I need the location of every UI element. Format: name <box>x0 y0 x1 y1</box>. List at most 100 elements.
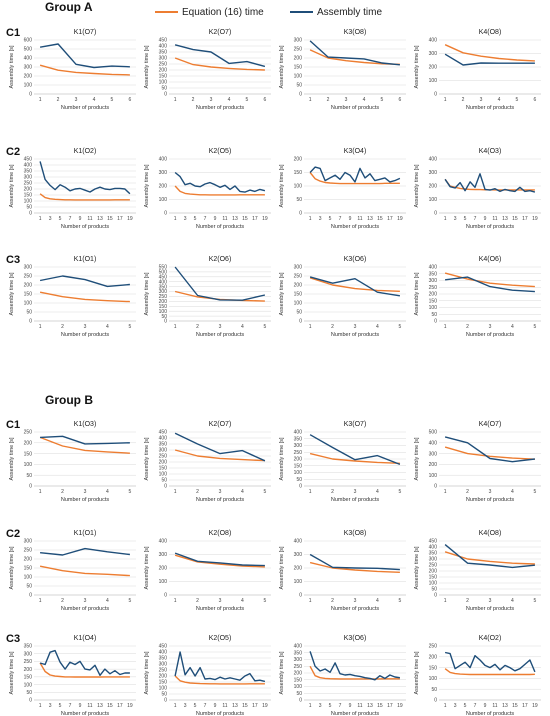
y-axis-label: Assembly time [s] <box>414 45 420 89</box>
y-tick-label: 300 <box>24 651 33 657</box>
x-tick-label: 4 <box>241 598 244 604</box>
y-axis-label: Assembly time [s] <box>414 164 420 208</box>
x-tick-label: 1 <box>444 324 447 330</box>
y-tick-label: 0 <box>434 92 437 98</box>
x-tick-label: 2 <box>331 489 334 495</box>
y-tick-label: 300 <box>159 170 168 176</box>
y-tick-label: 300 <box>429 51 438 57</box>
y-tick-label: 50 <box>161 478 167 484</box>
y-axis-label: Assembly time [s] <box>9 437 15 481</box>
x-tick-label: 4 <box>498 97 501 103</box>
y-tick-label: 200 <box>429 462 438 468</box>
x-tick-label: 5 <box>329 216 332 222</box>
series-line-assembly <box>309 434 401 466</box>
row-label: C1 <box>6 419 20 431</box>
x-tick-label: 2 <box>196 489 199 495</box>
x-tick-label: 5 <box>381 97 384 103</box>
x-tick-label: 5 <box>128 489 131 495</box>
x-tick-label: 17 <box>117 216 123 222</box>
x-tick-label: 4 <box>376 598 379 604</box>
x-tick-label: 17 <box>252 216 258 222</box>
y-tick-label: 300 <box>429 557 438 563</box>
x-tick-label: 3 <box>345 97 348 103</box>
y-axis-label: Assembly time [s] <box>144 272 150 316</box>
x-tick-label: 2 <box>61 489 64 495</box>
x-tick-label: 2 <box>466 489 469 495</box>
chart-panel: K3(O8) 0 50 100 150 200 250 300 1 2 3 4 5 6 Number of … <box>279 29 406 111</box>
y-tick-label: 450 <box>159 38 168 44</box>
y-tick-label: 50 <box>161 692 167 698</box>
x-tick-label: 3 <box>480 97 483 103</box>
x-tick-label: 2 <box>327 97 330 103</box>
y-tick-label: 150 <box>24 566 33 572</box>
y-tick-label: 350 <box>24 169 33 175</box>
series-line-equation <box>39 662 130 678</box>
y-tick-label: 200 <box>294 671 303 677</box>
x-tick-label: 5 <box>128 598 131 604</box>
x-tick-label: 11 <box>492 216 497 222</box>
y-tick-label: 0 <box>434 484 437 490</box>
chart-panel: K1(O1) 0 50 100 150 200 250 300 1 2 3 4 5 Number of p… <box>9 256 136 338</box>
y-tick-label: 300 <box>429 278 438 284</box>
x-tick-label: 17 <box>522 703 528 709</box>
x-axis-label: Number of products <box>331 332 380 338</box>
y-tick-label: 0 <box>164 319 167 325</box>
panel-title: K2(O7) <box>209 421 232 428</box>
panel-title: K4(O2) <box>479 635 502 642</box>
y-tick-label: 250 <box>429 644 438 650</box>
x-tick-label: 3 <box>354 324 357 330</box>
x-tick-label: 17 <box>522 216 528 222</box>
x-tick-label: 15 <box>242 216 248 222</box>
y-tick-label: 300 <box>294 265 303 271</box>
y-tick-label: 50 <box>296 197 302 203</box>
x-tick-label: 7 <box>204 216 207 222</box>
y-tick-label: 400 <box>159 279 168 285</box>
y-tick-label: 400 <box>159 44 168 50</box>
x-tick-label: 5 <box>263 598 266 604</box>
y-tick-label: 50 <box>296 691 302 697</box>
series-line-assembly <box>444 53 535 66</box>
series-line-assembly <box>39 275 130 288</box>
panel-title: K4(O8) <box>479 29 502 36</box>
x-tick-label: 13 <box>502 216 508 222</box>
x-tick-label: 3 <box>84 598 87 604</box>
x-axis-label: Number of products <box>61 332 110 338</box>
y-axis-label: Assembly time [s] <box>279 45 285 89</box>
y-tick-label: 300 <box>294 657 303 663</box>
y-tick-label: 350 <box>159 50 168 56</box>
y-axis-label: Assembly time [s] <box>9 546 15 590</box>
x-axis-label: Number of products <box>61 711 110 716</box>
x-tick-label: 1 <box>39 703 42 709</box>
y-tick-label: 100 <box>429 197 438 203</box>
y-tick-label: 100 <box>24 575 33 581</box>
x-tick-label: 15 <box>512 703 518 709</box>
y-tick-label: 450 <box>159 275 168 281</box>
x-axis-label: Number of products <box>196 224 245 230</box>
x-tick-label: 4 <box>511 324 514 330</box>
x-tick-label: 9 <box>79 703 82 709</box>
y-tick-label: 50 <box>431 312 437 318</box>
y-tick-label: 0 <box>29 698 32 704</box>
y-tick-label: 150 <box>429 298 438 304</box>
y-tick-label: 250 <box>294 274 303 280</box>
series-line-assembly <box>174 171 266 193</box>
x-tick-label: 15 <box>512 216 518 222</box>
x-tick-label: 1 <box>309 598 312 604</box>
y-tick-label: 400 <box>294 430 303 436</box>
x-tick-label: 6 <box>398 97 401 103</box>
x-tick-label: 9 <box>349 703 352 709</box>
x-axis-label: Number of products <box>61 497 110 503</box>
x-tick-label: 13 <box>97 703 103 709</box>
y-tick-label: 50 <box>296 83 302 89</box>
x-tick-label: 5 <box>516 97 519 103</box>
y-tick-label: 100 <box>294 470 303 476</box>
x-tick-label: 3 <box>319 703 322 709</box>
panel-title: K3(O7) <box>344 421 367 428</box>
x-tick-label: 4 <box>241 489 244 495</box>
series-line-equation <box>174 449 265 462</box>
